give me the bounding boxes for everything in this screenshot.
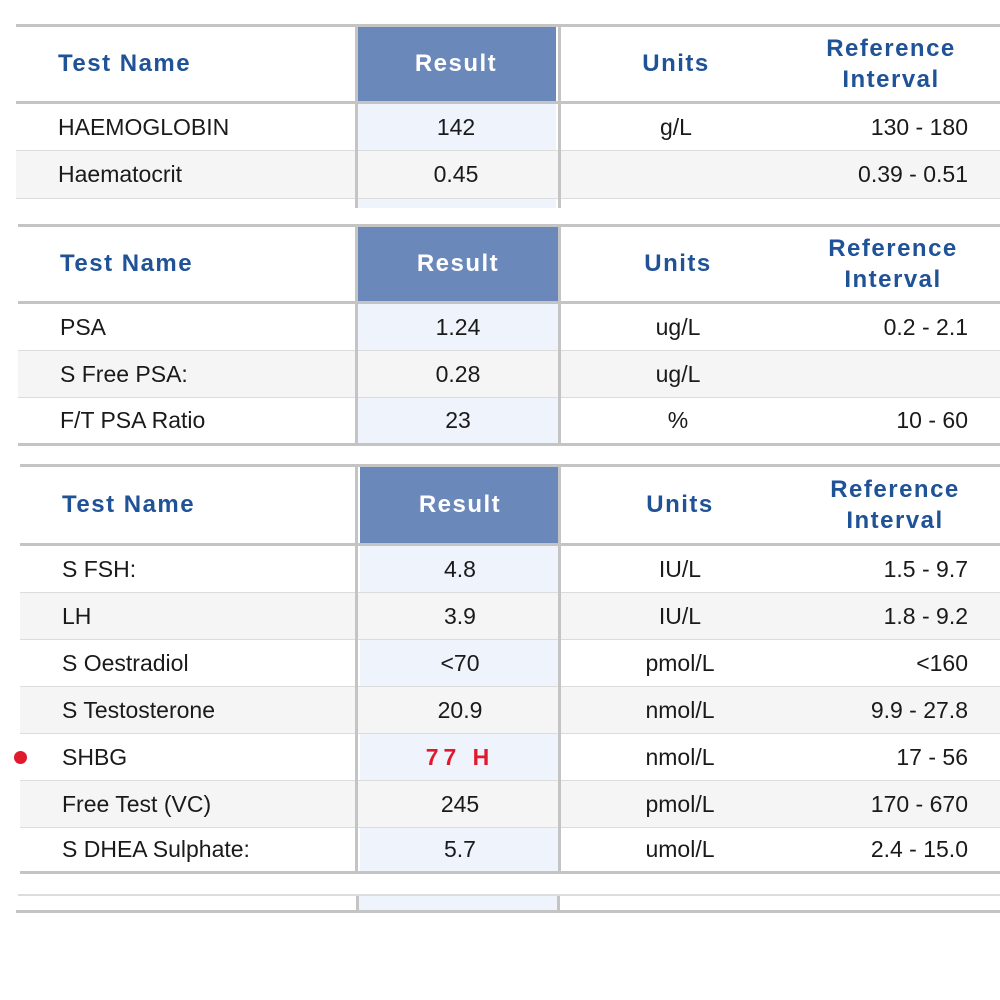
column-divider xyxy=(558,224,561,446)
header-result: Result xyxy=(416,250,500,277)
table-header: Test Name Result Units Reference Interval xyxy=(20,464,1000,546)
result-value-flagged: 77 H xyxy=(425,743,495,770)
reference-value: <160 xyxy=(916,649,968,676)
column-divider xyxy=(355,24,358,208)
header-test-name: Test Name xyxy=(62,491,196,518)
test-name: F/T PSA Ratio xyxy=(60,407,206,433)
table-row-flagged: SHBG 77 H nmol/L 17 - 56 xyxy=(14,734,1000,781)
column-divider xyxy=(355,464,358,874)
units-value: % xyxy=(667,407,689,433)
test-name: S FSH: xyxy=(62,555,137,582)
header-units: Units xyxy=(642,50,710,77)
table-row: S FSH: 4.8 IU/L 1.5 - 9.7 xyxy=(20,546,1000,593)
result-column-stub xyxy=(356,896,560,910)
result-value: 0.28 xyxy=(435,360,481,387)
table-row: F/T PSA Ratio 23 % 10 - 60 xyxy=(18,398,1000,446)
test-name: Haematocrit xyxy=(58,161,182,187)
results-table-3: Test Name Result Units Reference Interval… xyxy=(14,464,1000,874)
test-name: S DHEA Sulphate: xyxy=(62,836,250,862)
result-value: 0.45 xyxy=(433,161,479,187)
reference-value: 0.39 - 0.51 xyxy=(858,161,968,187)
table-row: S Free PSA: 0.28 ug/L xyxy=(18,351,1000,398)
header-reference-interval: Reference Interval xyxy=(828,235,958,293)
result-value: 1.24 xyxy=(435,313,481,340)
units-value: IU/L xyxy=(658,555,702,582)
result-header-bg xyxy=(358,227,558,301)
test-name: HAEMOGLOBIN xyxy=(58,113,230,140)
divider xyxy=(16,910,1000,913)
column-divider xyxy=(558,24,561,208)
result-value: 142 xyxy=(436,113,476,140)
result-value: 3.9 xyxy=(444,602,476,629)
table-header: Test Name Result Units Reference Interval xyxy=(18,224,1000,304)
abnormal-flag-dot-icon xyxy=(14,751,27,764)
reference-value: 170 - 670 xyxy=(870,790,968,817)
test-name: S Oestradiol xyxy=(62,649,189,676)
units-value: ug/L xyxy=(655,313,701,340)
header-result: Result xyxy=(414,50,498,77)
reference-value: 0.2 - 2.1 xyxy=(883,313,968,340)
header-reference-interval: Reference Interval xyxy=(826,35,956,93)
test-name: S Testosterone xyxy=(62,696,216,723)
column-divider xyxy=(558,464,561,874)
reference-value: 130 - 180 xyxy=(870,113,968,140)
table-row: S DHEA Sulphate: 5.7 umol/L 2.4 - 15.0 xyxy=(20,828,1000,874)
result-header-bg xyxy=(360,467,560,543)
test-name: Free Test (VC) xyxy=(62,790,212,817)
header-test-name: Test Name xyxy=(58,50,192,77)
test-name: LH xyxy=(62,602,92,629)
units-value: nmol/L xyxy=(645,743,715,770)
units-value: ug/L xyxy=(655,360,701,387)
result-header-bg xyxy=(356,27,556,101)
units-value: nmol/L xyxy=(645,696,715,723)
result-value: 4.8 xyxy=(444,555,476,582)
header-result: Result xyxy=(418,491,502,518)
table-row: S Oestradiol <70 pmol/L <160 xyxy=(20,640,1000,687)
units-value: g/L xyxy=(660,113,692,140)
units-value: IU/L xyxy=(658,602,702,629)
result-value: <70 xyxy=(440,649,480,676)
results-table-2: Test Name Result Units Reference Interval… xyxy=(18,224,1000,446)
header-units: Units xyxy=(646,491,714,518)
column-divider xyxy=(355,224,358,446)
reference-value: 10 - 60 xyxy=(896,407,968,433)
reference-value: 17 - 56 xyxy=(896,743,968,770)
table-row: PSA 1.24 ug/L 0.2 - 2.1 xyxy=(18,304,1000,351)
units-value: pmol/L xyxy=(645,790,715,817)
reference-value: 2.4 - 15.0 xyxy=(870,836,968,862)
test-name: S Free PSA: xyxy=(60,360,188,387)
result-value: 245 xyxy=(440,790,480,817)
table-row: Free Test (VC) 245 pmol/L 170 - 670 xyxy=(20,781,1000,828)
table-row: S Testosterone 20.9 nmol/L 9.9 - 27.8 xyxy=(20,687,1000,734)
table-row: LH 3.9 IU/L 1.8 - 9.2 xyxy=(20,593,1000,640)
result-value: 20.9 xyxy=(437,696,483,723)
reference-value: 1.8 - 9.2 xyxy=(883,602,968,629)
results-table-1: Test Name Result Units Reference Interval… xyxy=(16,24,1000,208)
reference-value: 9.9 - 27.8 xyxy=(870,696,968,723)
units-value xyxy=(576,151,776,198)
result-value: 5.7 xyxy=(444,836,476,862)
header-reference-interval: Reference Interval xyxy=(830,476,960,534)
reference-value: 1.5 - 9.7 xyxy=(883,555,968,582)
table-header: Test Name Result Units Reference Interval xyxy=(16,24,1000,104)
divider xyxy=(18,894,1000,896)
units-value: umol/L xyxy=(645,836,715,862)
table-row: Haematocrit 0.45 0.39 - 0.51 xyxy=(16,151,1000,199)
header-test-name: Test Name xyxy=(60,250,194,277)
test-name: SHBG xyxy=(62,743,128,770)
header-units: Units xyxy=(644,250,712,277)
result-value: 23 xyxy=(445,407,471,433)
units-value: pmol/L xyxy=(645,649,715,676)
test-name: PSA xyxy=(60,313,107,340)
table-row: HAEMOGLOBIN 142 g/L 130 - 180 xyxy=(16,104,1000,151)
